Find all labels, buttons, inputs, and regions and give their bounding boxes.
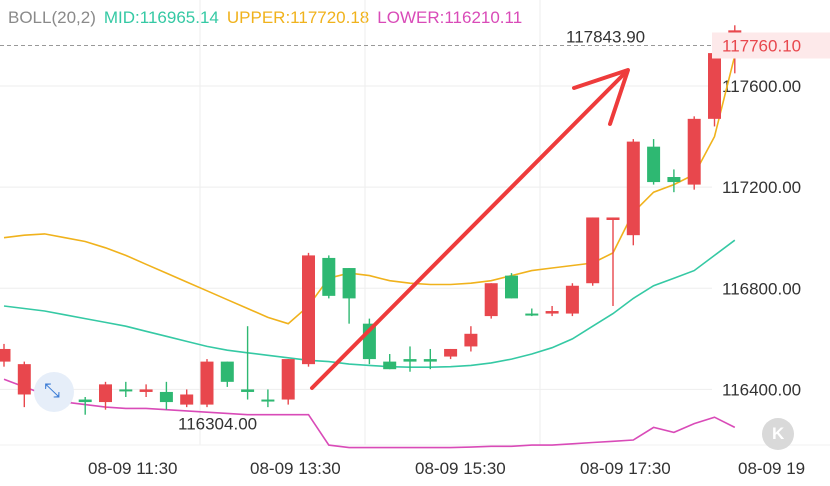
boll-indicator-name: BOLL(20,2) (8, 8, 96, 27)
trend-arrow-head (572, 68, 630, 126)
y-tick-label: 117600.00 (722, 77, 801, 96)
low-price-annotation: 116304.00 (178, 415, 257, 434)
candle-body (200, 361, 214, 405)
back-button[interactable]: K (762, 418, 794, 450)
candle-body (647, 146, 661, 183)
candle-body (322, 257, 336, 296)
boll-upper-line (3, 55, 736, 325)
y-tick-label: 116400.00 (722, 380, 801, 399)
current-price-label: 117760.10 (722, 36, 801, 55)
boll-mid-value: MID:116965.14 (103, 8, 219, 27)
candle-body (545, 311, 559, 314)
candle-body (423, 359, 437, 362)
candle-body (281, 359, 295, 400)
boll-lower-line (3, 378, 736, 449)
x-tick-label: 08-09 19 (738, 459, 805, 478)
boll-lower-value: LOWER:116210.11 (377, 8, 523, 27)
candle-body (606, 217, 620, 220)
trend-arrow-shaft (310, 70, 628, 390)
candle-body (302, 255, 315, 365)
candle-body (667, 177, 681, 183)
high-price-annotation: 117843.90 (566, 27, 645, 46)
y-tick-label: 117200.00 (722, 178, 801, 197)
x-tick-label: 08-09 13:30 (250, 459, 341, 478)
current-price-tag (712, 32, 830, 59)
candle-body (505, 275, 518, 299)
candle-body (383, 361, 397, 370)
x-tick-label: 08-09 17:30 (580, 459, 671, 478)
boll-legend: BOLL(20,2) MID:116965.14 UPPER:117720.18 LO… (8, 8, 530, 28)
x-tick-label: 08-09 15:30 (415, 459, 506, 478)
candle-body (586, 217, 600, 284)
candle-body (99, 384, 112, 403)
k-letter-icon: K (772, 424, 785, 443)
candle-body (708, 53, 721, 119)
candle-body (342, 268, 356, 299)
expand-arrows-icon: ⤡ (44, 378, 60, 402)
candle-body (119, 389, 133, 392)
candle-body (159, 391, 173, 403)
candle-body (565, 285, 579, 314)
y-tick-label: 116800.00 (722, 279, 801, 298)
candle-body (17, 364, 31, 395)
zoom-button[interactable]: ⤡ (34, 372, 74, 412)
candle-body (220, 361, 234, 382)
candle-body (403, 359, 417, 362)
candle-body (0, 348, 11, 362)
candle-body (139, 389, 153, 392)
candle-body (444, 348, 458, 357)
candle-body (464, 333, 478, 347)
candle-body (261, 399, 275, 402)
candle-body (241, 389, 255, 392)
candle-body (525, 313, 539, 316)
candle-body (626, 141, 640, 236)
candle-body (180, 394, 194, 405)
candle-body (78, 399, 92, 403)
boll-upper-value: UPPER:117720.18 (226, 8, 370, 27)
candle-body (484, 283, 498, 317)
boll-mid-line (3, 239, 736, 368)
candle-body (687, 118, 701, 185)
x-tick-label: 08-09 11:30 (88, 459, 177, 478)
